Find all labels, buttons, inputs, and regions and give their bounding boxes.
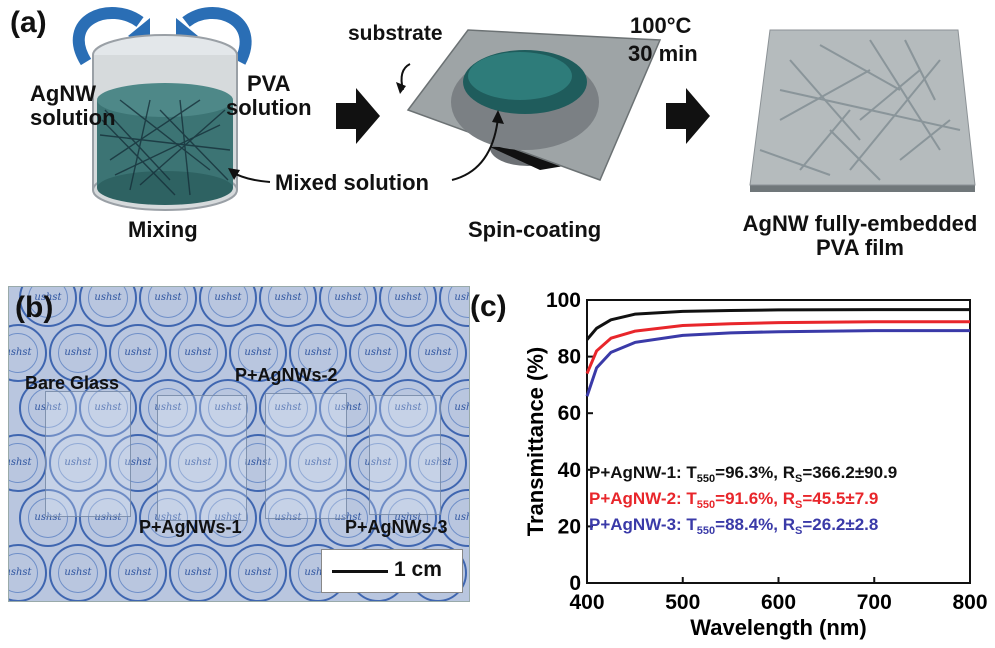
x-tick-label: 500 [665,591,700,614]
stamp-seal: ushst [169,544,227,601]
mixing-label: Mixing [128,217,198,242]
panel-b-tag: (b) [15,291,54,324]
slide-bare-glass [45,391,131,517]
process-arrow-2 [666,88,710,144]
stamp-seal: ushst [229,544,287,601]
series-line-3 [585,329,970,397]
slide-p2 [265,393,347,519]
stamp-seal: ushst [199,489,257,547]
slide-p3 [369,395,441,515]
x-axis-label: Wavelength (nm) [690,615,866,640]
stamp-seal: ushst [199,379,257,437]
bare-glass-label: Bare Glass [25,373,120,393]
stamp-seal: ushst [79,489,137,547]
stamp-seal: ushst [229,434,287,492]
stamp-seal: ushst [379,379,437,437]
nanowire-tangle [99,99,231,196]
panel-b-photo: ushstushstushstushstushstushstushstushst… [8,286,470,602]
series-line-2 [585,320,970,375]
spin-coating-label: Spin-coating [468,217,602,242]
y-tick-label: 0 [569,572,581,595]
stamp-seal: ushst [379,287,437,327]
stamp-seal: ushst [109,544,167,601]
x-tick-label: 800 [952,591,987,614]
panel-a-tag: (a) [10,6,47,39]
stamp-seal: ushst [199,287,257,327]
slide-p1 [157,395,247,521]
stamp-seal: ushst [49,434,107,492]
x-tick-label: 600 [761,591,796,614]
stamp-seal: ushst [79,379,137,437]
stamp-seal: ushst [9,434,47,492]
stamp-seal: ushst [409,324,467,382]
stamp-seal: ushst [409,434,467,492]
stamp-seal: ushst [19,489,77,547]
y-tick-label: 60 [558,402,581,425]
panel-a-illustration [72,7,976,211]
y-tick-label: 100 [546,289,581,312]
stamp-seal: ushst [49,544,107,601]
temperature-label: 100°C [630,13,692,38]
p3-label: P+AgNWs-3 [345,517,448,537]
p1-label: P+AgNWs-1 [139,517,242,537]
film-caption-line1: AgNW fully-embedded [742,211,978,236]
stamp-seal: ushst [139,489,197,547]
embedded-nanowires [759,39,961,181]
panel-c-tag: (c) [470,290,507,323]
y-tick-label: 80 [558,346,581,369]
scale-bar [332,570,388,573]
y-tick-label: 20 [558,515,581,538]
transmittance-chart: 400 500 600 700 800 0 20 40 60 80 100 Wavelength (n… [523,289,988,640]
scale-bar-box: 1 cm [321,549,463,593]
stamp-seal: ushst [349,324,407,382]
stamp-seal: ushst [349,434,407,492]
stamp-seal: ushst [79,287,137,327]
legend-entry-1: P+AgNW-1: T550=96.3%, RS=366.2±90.9 [589,463,897,485]
stamp-seal: ushst [49,324,107,382]
stamp-seal: ushst [259,379,317,437]
stamp-seal: ushst [319,379,377,437]
film-side [750,185,975,192]
stamp-seal: ushst [19,379,77,437]
stamp-seal: ushst [379,489,437,547]
agnw-solution-line1: AgNW [30,81,96,106]
p2-label: P+AgNWs-2 [235,365,338,385]
pva-solution-label: PVA solution [226,72,312,120]
stamp-seal: ushst [319,287,377,327]
substrate-label: substrate [348,22,443,45]
stamp-seal: ushst [139,287,197,327]
stamp-seal: ushst [439,287,469,327]
stamp-seal: ushst [259,287,317,327]
stamp-seal: ushst [229,324,287,382]
legend-entry-2: P+AgNW-2: T550=91.6%, RS=45.5±7.9 [589,489,878,511]
x-tick-label: 400 [569,591,604,614]
stamp-seal: ushst [139,379,197,437]
stamp-seal: ushst [9,544,47,601]
legend-entry-3: P+AgNW-3: T550=88.4%, RS=26.2±2.8 [589,515,878,537]
process-arrow-1 [336,88,380,144]
time-label: 30 min [628,41,698,66]
mixed-solution-label: Mixed solution [275,170,429,195]
pva-solution-line2: solution [226,95,312,120]
stamp-seal: ushst [169,434,227,492]
film-caption: AgNW fully-embedded PVA film [730,212,990,260]
agnw-solution-line2: solution [30,105,116,130]
scale-bar-label: 1 cm [394,558,442,581]
stamp-seal: ushst [289,324,347,382]
series-line-1 [585,308,970,341]
agnw-solution-label: AgNW solution [30,82,116,130]
stamp-seal: ushst [169,324,227,382]
pva-solution-line1: PVA [246,71,291,96]
stamp-seal: ushst [439,379,469,437]
curved-arrow-left [72,7,144,66]
curved-arrow-right [182,7,252,65]
film-caption-line2: PVA film [815,235,904,260]
y-tick-label: 40 [558,459,581,482]
stamp-seal: ushst [109,324,167,382]
x-tick-label: 700 [857,591,892,614]
y-axis-label: Transmittance (%) [523,347,548,537]
